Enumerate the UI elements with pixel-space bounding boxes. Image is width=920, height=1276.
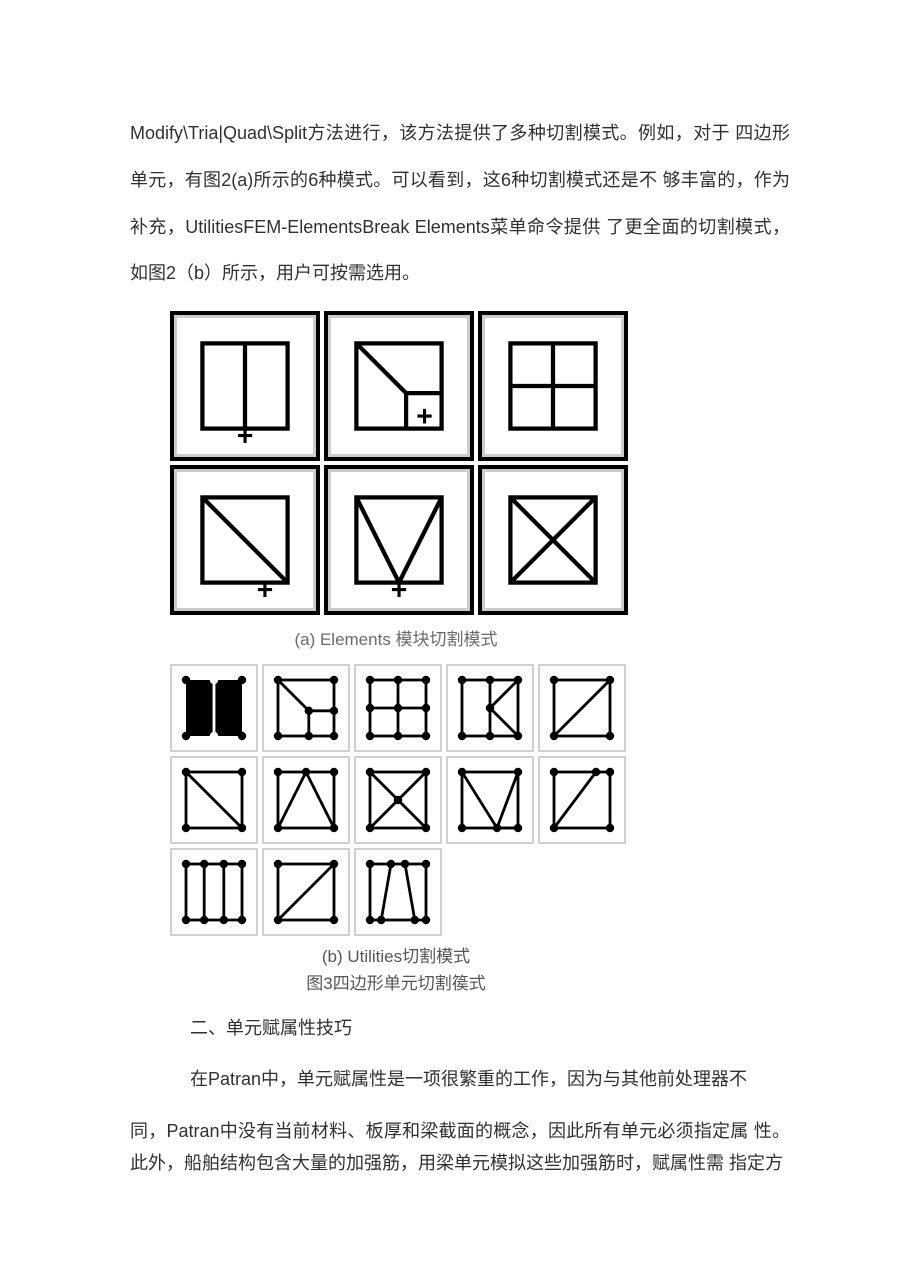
svg-text:+: + [391,575,408,607]
empty-cell [538,848,626,936]
paragraph-split-methods: Modify\Tria|Quad\Split方法进行，该方法提供了多种切割模式。… [130,110,790,297]
paragraph-attr-1: 在Patran中，单元赋属性是一项很繁重的工作，因为与其他前处理器不 [190,1063,790,1095]
document-page: Modify\Tria|Quad\Split方法进行，该方法提供了多种切割模式。… [0,0,920,1276]
section-2-heading: 二、单元赋属性技巧 [190,1012,790,1044]
mode-b-four-quad[interactable] [354,664,442,752]
figure-b-utilities-split-modes [170,664,790,936]
paragraph-attr-2: 同，Patran中没有当前材料、板厚和梁截面的概念，因此所有单元必须指定属 性。… [130,1115,790,1180]
mode-b-fan-3tri[interactable] [446,756,534,844]
figure-b-caption2: 图3四边形单元切割篌式 [170,969,622,994]
mode-a-x-split [478,465,628,615]
mode-a-vertical-split: + [170,311,320,461]
mode-a-diagonal: + [170,465,320,615]
mode-b-vertical-split-selected[interactable] [170,664,258,752]
mode-b-three-vertical[interactable] [170,848,258,936]
mode-b-v-2tri[interactable] [262,756,350,844]
mode-b-diagonal-1[interactable] [538,664,626,752]
figure-a-grid: + + [170,311,628,615]
mode-a-corner-quad: + [324,311,474,461]
empty-cell [446,848,534,936]
mode-a-v-split: + [324,465,474,615]
mode-b-diag-midedge[interactable] [538,756,626,844]
mode-a-four-quad [478,311,628,461]
mode-b-diag-to-mid[interactable] [262,848,350,936]
figure-b-grid [170,664,626,936]
svg-text:+: + [416,401,433,433]
figure-a-elements-split-modes: + + [170,311,790,615]
svg-text:+: + [257,575,274,607]
svg-text:+: + [237,421,254,453]
mode-b-corner-quad[interactable] [262,664,350,752]
figure-a-caption: (a) Elements 模块切割模式 [170,625,622,650]
mode-b-wedge[interactable] [354,848,442,936]
mode-b-diagonal-2[interactable] [170,756,258,844]
mode-b-three-quad-side[interactable] [446,664,534,752]
mode-b-x-4tri[interactable] [354,756,442,844]
figure-b-caption: (b) Utilities切割模式 [170,942,622,967]
